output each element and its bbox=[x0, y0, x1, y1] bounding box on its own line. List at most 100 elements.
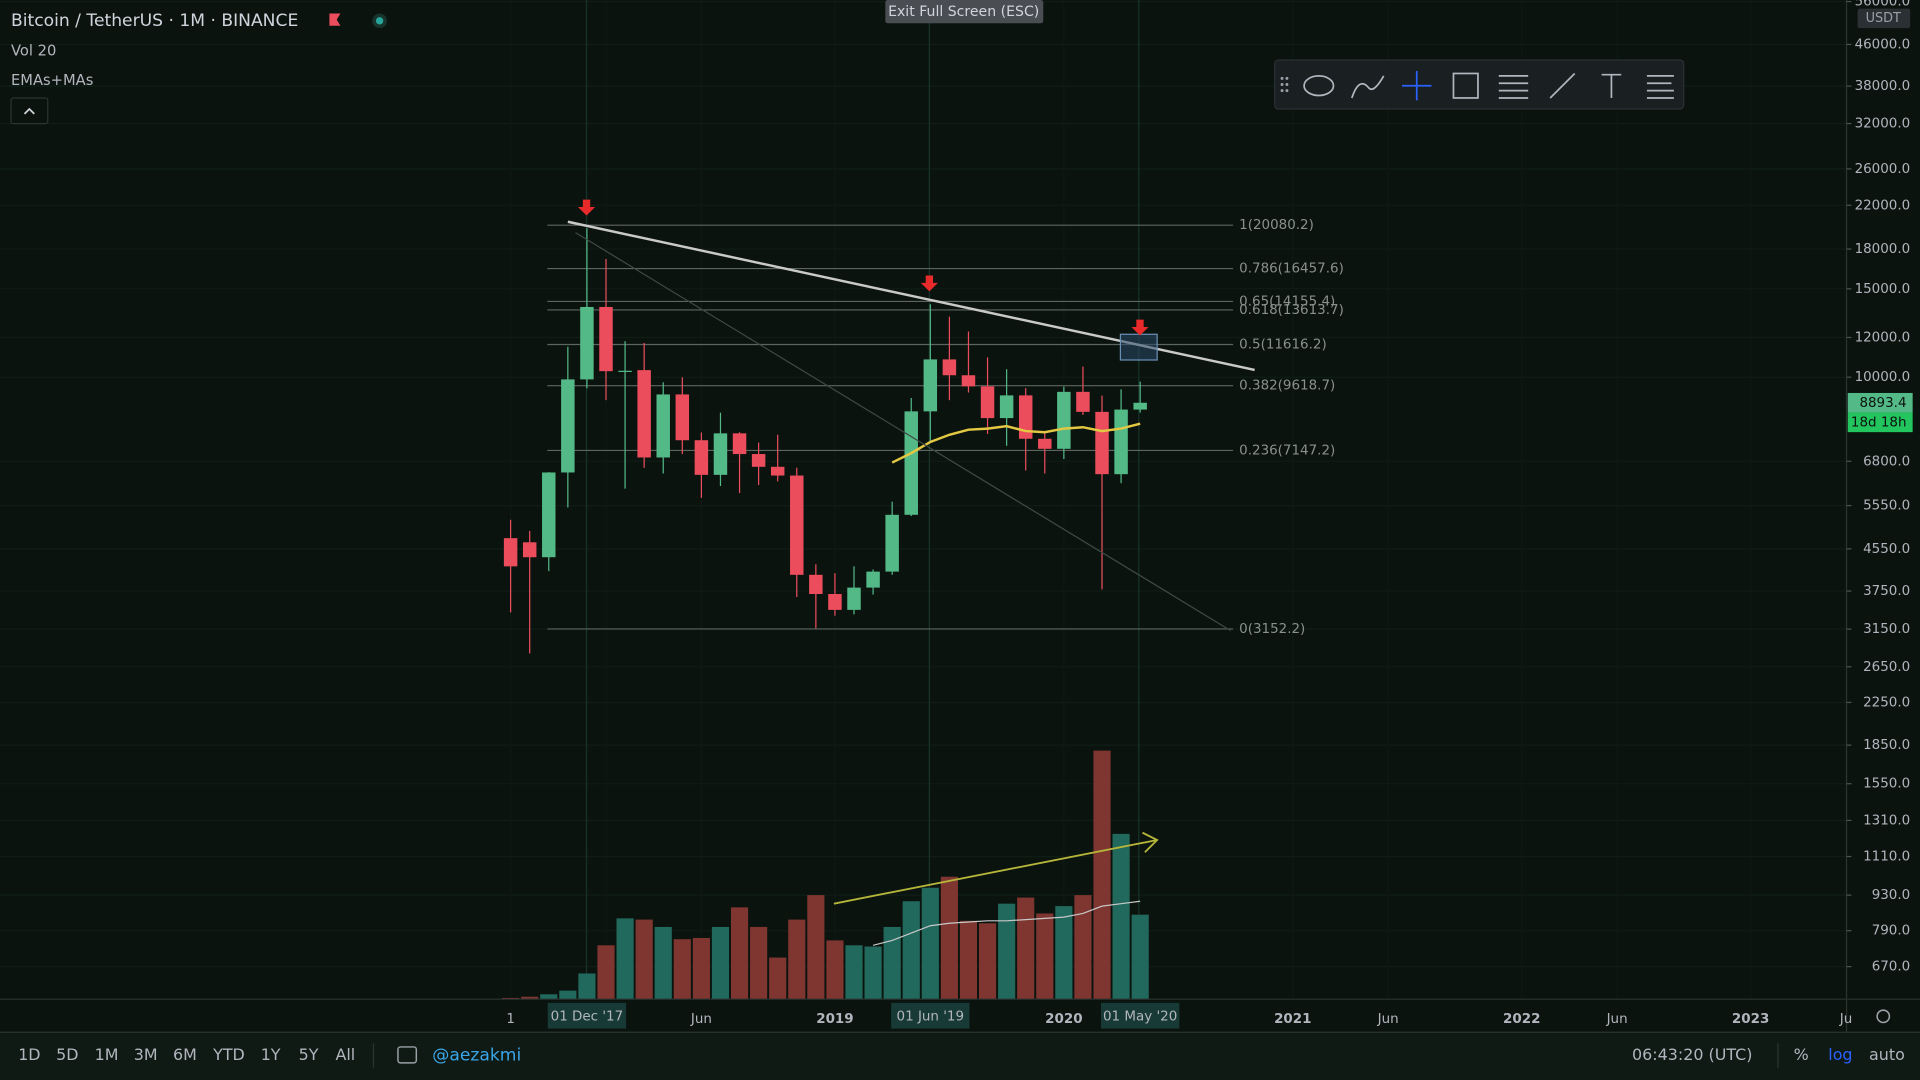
bottom-bar bbox=[0, 1032, 1920, 1080]
timeframe-button[interactable]: 5D bbox=[56, 1045, 78, 1064]
drag-handle bbox=[1280, 76, 1289, 93]
candle-body bbox=[961, 375, 976, 387]
timeframe-button[interactable]: 1Y bbox=[261, 1045, 281, 1064]
candle-body bbox=[618, 370, 632, 372]
volume-bar bbox=[1112, 833, 1130, 1000]
candle-body bbox=[599, 306, 613, 372]
tool-line[interactable] bbox=[1549, 72, 1576, 99]
date-highlight-label: 01 Jun '19 bbox=[897, 1009, 965, 1024]
candle-body bbox=[542, 472, 556, 558]
y-tick-label: 32000.0 bbox=[1855, 117, 1911, 132]
y-tick-label: 3750.0 bbox=[1863, 584, 1910, 599]
volume-bar bbox=[826, 940, 844, 1000]
volume-bar bbox=[1055, 906, 1073, 1000]
toolbar-bg bbox=[1274, 59, 1685, 110]
candle-body bbox=[770, 466, 785, 476]
timeframe-button[interactable]: 6M bbox=[173, 1045, 197, 1064]
tool-crosshair[interactable] bbox=[1402, 71, 1432, 101]
volume-bar bbox=[750, 926, 768, 1000]
volume-bar bbox=[635, 919, 653, 1000]
auto-toggle[interactable]: auto bbox=[1869, 1045, 1905, 1064]
candle-body bbox=[675, 394, 690, 441]
volume-arrow-head bbox=[1142, 831, 1159, 853]
tool-brush[interactable] bbox=[1351, 75, 1385, 99]
candle-body bbox=[999, 395, 1014, 419]
tool-ellipse[interactable] bbox=[1303, 75, 1335, 97]
tool-rectangle[interactable] bbox=[1452, 72, 1479, 99]
volume-bar bbox=[559, 990, 577, 1000]
y-tick-label: 10000.0 bbox=[1855, 370, 1911, 385]
currency-label: USDT bbox=[1866, 11, 1901, 26]
currency-badge bbox=[1857, 8, 1911, 29]
timeframe-button[interactable]: All bbox=[335, 1045, 355, 1064]
candle-body bbox=[1095, 411, 1109, 475]
candle-body bbox=[790, 475, 804, 575]
tool-more[interactable] bbox=[1646, 75, 1674, 99]
fib-label: 0.5(11616.2) bbox=[1239, 338, 1327, 353]
candle-body bbox=[866, 571, 880, 588]
volume-bar bbox=[864, 946, 882, 1000]
candle-body bbox=[522, 542, 537, 558]
volume-bar bbox=[654, 926, 672, 1000]
settings-icon[interactable] bbox=[1876, 1009, 1891, 1024]
x-tick-label: Jun bbox=[1377, 1012, 1399, 1027]
tool-fib[interactable] bbox=[1498, 75, 1529, 99]
volume-bar bbox=[540, 994, 558, 1000]
y-tick-label: 56000.0 bbox=[1855, 0, 1911, 10]
y-tick-label: 1850.0 bbox=[1863, 738, 1910, 753]
volume-bar bbox=[902, 901, 920, 1000]
volume-arrow bbox=[833, 831, 1159, 905]
fib-label: 0(3152.2) bbox=[1239, 622, 1305, 637]
x-tick-label: Jun bbox=[690, 1012, 712, 1027]
axes-layer: 56000.0 46000.0 38000.0 32000.0 26000.0 22000… bbox=[506, 0, 1910, 1029]
countdown-badge bbox=[1847, 412, 1913, 433]
volume-bar bbox=[711, 926, 730, 1000]
x-tick-label: Jun bbox=[1606, 1012, 1628, 1027]
timeframe-button[interactable]: 1D bbox=[18, 1045, 40, 1064]
y-tick-label: 12000.0 bbox=[1855, 330, 1911, 345]
username[interactable]: @aezakmi bbox=[432, 1046, 521, 1066]
log-toggle[interactable]: log bbox=[1828, 1045, 1852, 1064]
candle-body bbox=[503, 538, 518, 567]
y-tick-label: 930.0 bbox=[1872, 888, 1911, 903]
fib-label: 1(20080.2) bbox=[1239, 218, 1314, 233]
volume-bar bbox=[730, 907, 749, 1000]
candle-body bbox=[809, 574, 823, 594]
y-tick-label: 18000.0 bbox=[1855, 242, 1911, 257]
x-tick-label: 1 bbox=[506, 1012, 515, 1027]
y-tick-label: 15000.0 bbox=[1855, 282, 1911, 297]
volume-bar bbox=[1036, 913, 1054, 1000]
timeframe-button[interactable]: 5Y bbox=[299, 1045, 319, 1064]
drawing-toolbar bbox=[1274, 59, 1685, 110]
exit-fullscreen-button[interactable] bbox=[885, 0, 1044, 24]
timeframe-buttons: 1D 5D 1M 3M 6M YTD 1Y 5Y All bbox=[18, 1045, 355, 1064]
y-tick-label: 1310.0 bbox=[1863, 813, 1910, 828]
x-tick-label: Ju bbox=[1839, 1012, 1853, 1027]
volume-bar bbox=[1017, 897, 1035, 1000]
candle-body bbox=[1114, 409, 1128, 475]
highlight-box bbox=[1119, 333, 1158, 361]
candle-body bbox=[656, 394, 670, 458]
last-price-label: 8893.4 bbox=[1859, 396, 1906, 411]
indicator-label: EMAs+MAs bbox=[11, 72, 93, 89]
clock: 06:43:20 (UTC) bbox=[1632, 1045, 1752, 1064]
tool-text[interactable] bbox=[1601, 73, 1622, 98]
volume-bar bbox=[1131, 914, 1149, 1000]
timeframe-button[interactable]: YTD bbox=[212, 1045, 245, 1064]
candle-body bbox=[923, 359, 938, 412]
volume-bar bbox=[673, 939, 691, 1000]
diagonal-drawing bbox=[575, 232, 1231, 632]
fib-label: 0.618(13613.7) bbox=[1239, 303, 1344, 318]
timeframe-button[interactable]: 1M bbox=[95, 1045, 119, 1064]
percent-toggle[interactable]: % bbox=[1794, 1045, 1809, 1064]
candle-body bbox=[904, 411, 918, 515]
timeframe-button[interactable]: 3M bbox=[134, 1045, 158, 1064]
candle-body bbox=[713, 433, 728, 475]
compare-icon[interactable] bbox=[397, 1046, 418, 1064]
candle-body bbox=[1076, 391, 1090, 412]
collapse-button[interactable] bbox=[10, 97, 49, 125]
candle-body bbox=[732, 433, 747, 455]
candle-body bbox=[885, 514, 899, 572]
